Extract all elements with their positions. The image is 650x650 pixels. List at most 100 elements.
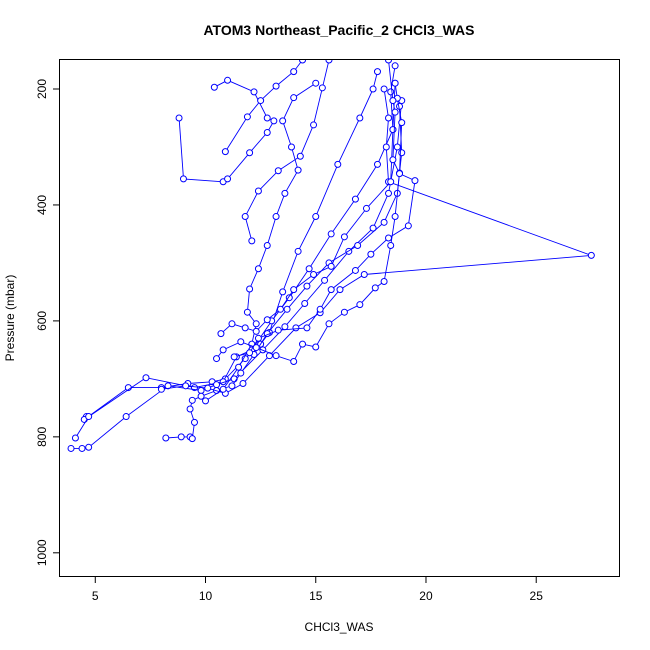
data-point <box>263 114 271 122</box>
data-point <box>292 324 300 332</box>
data-point <box>290 94 298 102</box>
profile-line-7 <box>178 79 275 183</box>
profile-line-10 <box>234 60 416 358</box>
data-point <box>248 237 256 245</box>
data-point <box>310 271 318 279</box>
data-point <box>85 443 93 451</box>
data-point <box>263 128 271 136</box>
data-point <box>385 234 393 242</box>
data-point <box>197 386 205 394</box>
data-point <box>254 265 262 273</box>
data-point <box>312 79 320 87</box>
data-point <box>241 213 249 221</box>
data-point <box>175 114 183 122</box>
data-point <box>162 434 170 442</box>
data-point <box>312 213 320 221</box>
data-point <box>219 385 227 393</box>
data-point <box>387 178 395 186</box>
y-tick-label: 400 <box>35 195 49 215</box>
data-point <box>411 177 419 185</box>
x-axis: 5 10 15 20 25 <box>92 576 543 603</box>
data-point <box>389 97 397 105</box>
data-point <box>272 352 280 360</box>
data-point <box>389 126 397 134</box>
data-point <box>228 382 236 390</box>
profile-line-6 <box>205 82 316 402</box>
data-point <box>270 117 278 125</box>
data-point <box>230 353 238 361</box>
data-point <box>186 405 194 413</box>
data-point <box>299 60 307 64</box>
data-point <box>281 323 289 331</box>
data-point <box>283 305 291 313</box>
data-point <box>237 369 245 377</box>
data-point <box>219 346 227 354</box>
data-point <box>263 242 271 250</box>
data-point <box>287 143 295 151</box>
data-point <box>299 340 307 348</box>
data-point <box>387 242 395 250</box>
data-point <box>179 175 187 183</box>
data-point <box>164 382 172 390</box>
data-point <box>327 286 335 294</box>
data-point <box>294 166 302 174</box>
data-point <box>279 288 287 296</box>
data-point <box>334 160 342 168</box>
data-point <box>243 308 251 316</box>
data-point <box>404 222 412 230</box>
x-axis-label: CHCl3_WAS <box>305 620 374 634</box>
data-point <box>190 418 198 426</box>
data-point <box>224 76 232 84</box>
data-point <box>290 357 298 365</box>
data-point <box>385 189 393 197</box>
data-point <box>221 148 229 156</box>
data-point <box>228 320 236 328</box>
data-point <box>305 265 313 273</box>
data-point <box>290 286 298 294</box>
data-point <box>279 117 287 125</box>
plot-frame <box>59 59 620 577</box>
data-point <box>85 413 93 421</box>
data-point <box>321 276 329 284</box>
data-point <box>235 363 243 371</box>
data-point <box>325 320 333 328</box>
data-point <box>281 189 289 197</box>
data-point <box>387 88 395 96</box>
data-point <box>177 433 185 441</box>
y-tick-label: 1000 <box>35 539 49 566</box>
data-point <box>351 195 359 203</box>
data-point <box>371 284 379 292</box>
data-point <box>316 305 324 313</box>
data-point <box>391 62 399 70</box>
data-point <box>213 381 221 389</box>
data-point <box>272 213 280 221</box>
x-tick-label: 5 <box>92 589 99 603</box>
data-point <box>310 121 318 129</box>
data-point <box>318 84 326 92</box>
data-point <box>362 204 370 212</box>
data-point <box>67 444 75 452</box>
data-point <box>373 68 381 76</box>
data-point <box>188 435 196 443</box>
data-point <box>246 285 254 293</box>
data-point <box>367 250 375 258</box>
data-point <box>250 88 258 96</box>
y-axis-label: Pressure (mbar) <box>3 275 17 362</box>
data-point <box>351 266 359 274</box>
data-point <box>241 324 249 332</box>
data-point <box>340 308 348 316</box>
data-point <box>396 170 404 178</box>
data-point <box>391 79 399 87</box>
data-point <box>294 247 302 255</box>
data-point <box>336 286 344 294</box>
data-point <box>252 320 260 328</box>
data-point <box>398 119 406 127</box>
y-tick-label: 200 <box>35 79 49 99</box>
data-point <box>217 330 225 338</box>
data-point <box>312 343 320 351</box>
x-tick-label: 15 <box>309 589 323 603</box>
data-point <box>290 68 298 76</box>
data-point <box>369 85 377 93</box>
data-point <box>122 413 130 421</box>
